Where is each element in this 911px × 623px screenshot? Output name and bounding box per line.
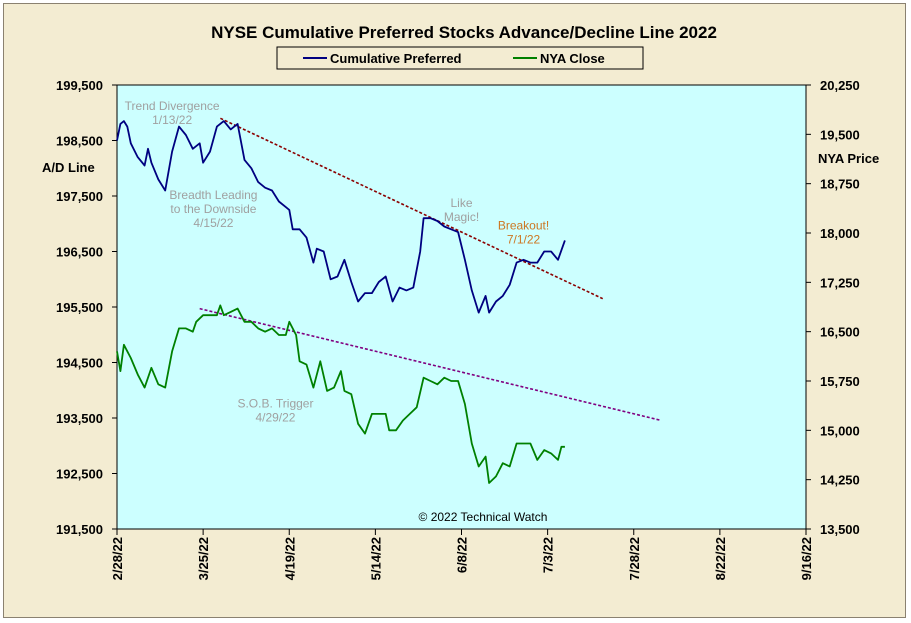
y-right-tick-label: 15,750 (820, 374, 860, 389)
annotation-text: 1/13/22 (152, 113, 192, 127)
annotation-text: 4/15/22 (193, 216, 233, 230)
legend-box (276, 46, 644, 70)
x-tick-label: 8/22/22 (713, 537, 728, 580)
y-left-tick-label: 199,500 (56, 78, 103, 93)
y-axis-right-label: NYA Price (818, 151, 879, 166)
annotation-text: Breakout! (498, 218, 549, 232)
series-line-ad (116, 120, 566, 314)
legend: Cumulative Preferred NYA Close (276, 46, 644, 70)
y-right-tick-label: 17,250 (820, 275, 860, 290)
y-right-tick-label: 20,250 (820, 78, 860, 93)
series-line-nya (116, 304, 565, 484)
nya-trendline (199, 307, 662, 422)
y-left-tick-label: 194,500 (56, 356, 103, 371)
annotation-text: 7/1/22 (507, 232, 541, 246)
y-right-tick-label: 16,500 (820, 325, 860, 340)
y-axis-left-label: A/D Line (42, 160, 95, 175)
x-tick-label: 6/8/22 (455, 537, 470, 573)
y-left-tick-label: 196,500 (56, 245, 103, 260)
y-left-tick-label: 195,500 (56, 300, 103, 315)
y-left-tick-label: 192,500 (56, 467, 103, 482)
chart-title: NYSE Cumulative Preferred Stocks Advance… (211, 23, 717, 42)
x-tick-label: 4/19/22 (282, 537, 297, 580)
x-tick-label: 7/28/22 (627, 537, 642, 580)
annotation-text: Magic! (444, 210, 479, 224)
x-tick-label: 9/16/22 (799, 537, 814, 580)
y-axis-right-ticks: 13,500 14,250 15,000 15,750 16,500 17,250 18,0… (806, 78, 860, 537)
annotation-text: Breadth Leading (169, 188, 257, 202)
y-right-tick-label: 19,500 (820, 127, 860, 142)
x-tick-label: 5/14/22 (368, 537, 383, 580)
y-left-tick-label: 193,500 (56, 411, 103, 426)
y-left-tick-label: 197,500 (56, 189, 103, 204)
ad-trendline (220, 117, 604, 300)
y-right-tick-label: 13,500 (820, 522, 860, 537)
y-left-tick-label: 198,500 (56, 134, 103, 149)
x-tick-label: 2/28/22 (110, 537, 125, 580)
legend-label-ad-line: Cumulative Preferred (330, 51, 462, 66)
annotation-text: S.O.B. Trigger (237, 396, 313, 410)
y-right-tick-label: 18,750 (820, 177, 860, 192)
y-right-tick-label: 18,000 (820, 226, 860, 241)
legend-label-nya: NYA Close (540, 51, 605, 66)
x-axis-ticks: 2/28/22 3/25/22 4/19/22 5/14/22 6/8/22 7/3/22… (110, 529, 814, 580)
x-tick-label: 3/25/22 (196, 537, 211, 580)
trendlines (199, 117, 662, 422)
y-left-tick-label: 191,500 (56, 522, 103, 537)
series-lines (116, 120, 566, 484)
annotation-text: to the Downside (170, 202, 256, 216)
annotation-text: Trend Divergence (125, 99, 220, 113)
x-tick-label: 7/3/22 (541, 537, 556, 573)
copyright-note: © 2022 Technical Watch (419, 510, 548, 524)
annotation-text: 4/29/22 (255, 410, 295, 424)
y-right-tick-label: 14,250 (820, 473, 860, 488)
y-axis-left-ticks: 191,500 192,500 193,500 194,500 195,500 196,5… (56, 78, 117, 537)
y-right-tick-label: 15,000 (820, 423, 860, 438)
annotation-text: Like (450, 196, 472, 210)
